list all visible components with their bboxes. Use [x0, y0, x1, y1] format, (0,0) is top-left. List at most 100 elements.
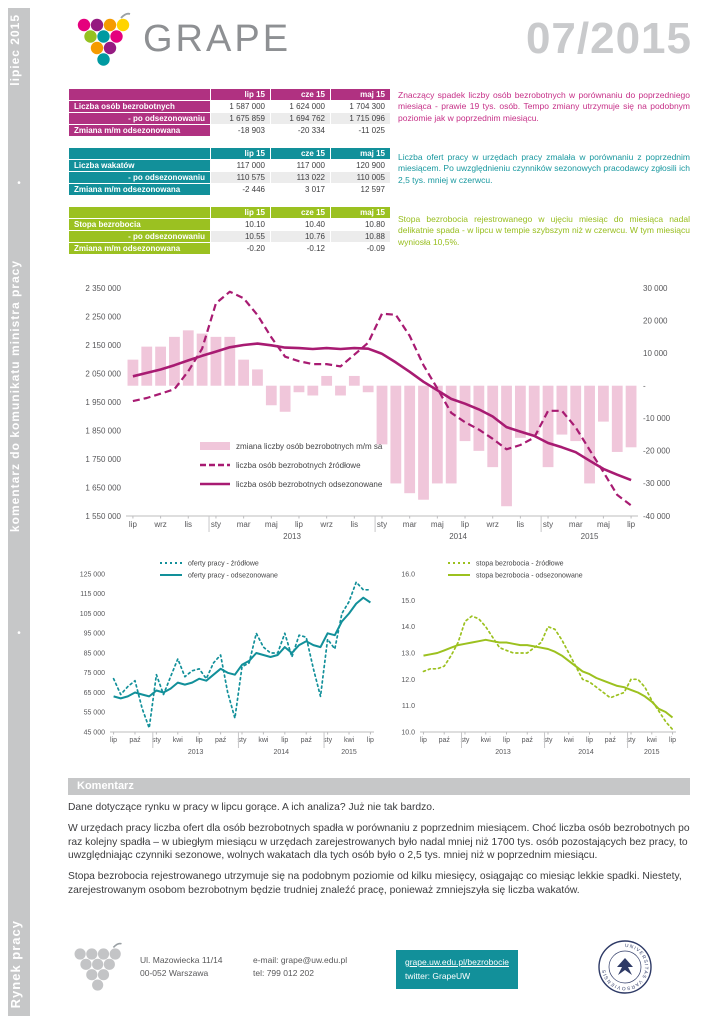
row-label: Stopa bezrobocia — [68, 218, 211, 231]
series-line — [113, 596, 371, 700]
x-axis-label: sty — [544, 737, 553, 744]
y-axis-label-right: 30 000 — [643, 284, 668, 293]
value-cell: 1 587 000 — [210, 100, 271, 113]
bar — [321, 375, 333, 386]
unemployment-main-chart: 2 350 000 2 250 000 2 150 000 2 050 000 1 95… — [85, 284, 670, 541]
y-axis-label: 55 000 — [84, 710, 106, 717]
value-cell: 10.10 — [210, 218, 271, 231]
legend-label: liczba osób bezrobotnych odsezonowane — [236, 480, 383, 489]
x-axis-label: paź — [301, 737, 313, 744]
grape-berry — [103, 958, 115, 970]
bar — [584, 385, 595, 484]
column-header: cze 15 — [270, 206, 331, 219]
y-axis-label-right: - — [643, 382, 646, 391]
row-label: Zmiana m/m odsezonowana — [68, 183, 211, 196]
grape-berry — [86, 969, 98, 981]
grape-berry — [77, 18, 91, 32]
value-cell: 10.88 — [330, 230, 391, 243]
value-cell: -0.20 — [210, 242, 271, 255]
grape-berry — [97, 30, 110, 43]
value-cell: 117 000 — [270, 159, 331, 172]
phone-text: tel: 799 012 202 — [253, 968, 314, 979]
bar — [224, 336, 236, 386]
column-header: lip 15 — [210, 88, 271, 101]
grape-logo-gray-icon — [74, 942, 122, 991]
x-axis-label: maj — [597, 520, 610, 529]
x-axis-label: kwi — [481, 737, 492, 744]
uw-seal-icon: UNIVERSITAS VARSOVIENSIS — [598, 940, 652, 994]
series-line — [422, 615, 674, 731]
komentarz-paragraph: Dane dotyczące rynku w pracy w lipcu gor… — [68, 802, 435, 813]
value-cell: 1 715 096 — [330, 112, 391, 125]
x-axis-label: maj — [265, 520, 278, 529]
sidebar-date: lipiec 2015 — [8, 14, 22, 86]
bar — [459, 385, 471, 442]
legend-label: stopa bezrobocia - odsezonowane — [476, 573, 583, 580]
komentarz-paragraph: Stopa bezrobocia rejestrowanego utrzymuj… — [68, 871, 682, 896]
year-label: 2014 — [273, 749, 289, 756]
x-axis-label: paź — [605, 737, 617, 744]
y-axis-label: 45 000 — [84, 729, 106, 736]
y-axis-label-right: 10 000 — [643, 349, 668, 358]
value-cell: -0.12 — [270, 242, 331, 255]
komentarz-title: Komentarz — [77, 780, 134, 792]
y-axis-label: 1 550 000 — [85, 512, 121, 521]
x-axis-label: sty — [211, 520, 221, 529]
grape-berry — [92, 979, 104, 991]
bar — [556, 385, 568, 435]
column-header: maj 15 — [330, 88, 391, 101]
grape-berry — [110, 30, 123, 43]
x-axis-label: lip — [129, 520, 138, 529]
website-link[interactable]: grape.uw.edu.pl/bezrobocie — [405, 957, 509, 967]
value-cell: -11 025 — [330, 124, 391, 137]
value-cell: 10.40 — [270, 218, 331, 231]
x-axis-label: paź — [522, 737, 534, 744]
bar — [307, 385, 319, 396]
x-axis-label: lip — [461, 520, 470, 529]
grape-berry — [90, 41, 104, 55]
y-axis-label: 1 850 000 — [85, 426, 121, 435]
bar — [169, 336, 180, 386]
y-axis-label: 85 000 — [84, 650, 106, 657]
year-label: 2015 — [341, 749, 357, 756]
x-axis-label: kwi — [344, 737, 355, 744]
grape-logo-icon — [77, 12, 131, 66]
x-axis-label: lip — [627, 520, 636, 529]
bar — [418, 385, 429, 500]
value-cell: 1 624 000 — [270, 100, 331, 113]
y-axis-label: 2 250 000 — [85, 312, 121, 321]
y-axis-label: 2 350 000 — [85, 284, 121, 293]
y-axis-label: 11.0 — [402, 703, 415, 710]
bar — [501, 385, 512, 507]
column-header: cze 15 — [270, 147, 331, 160]
bar — [141, 346, 153, 386]
table-corner — [68, 147, 211, 160]
x-axis-label: maj — [431, 520, 444, 529]
value-cell: 113 022 — [270, 171, 331, 184]
grape-berry — [97, 969, 110, 981]
value-cell: 110 005 — [330, 171, 391, 184]
year-label: 2013 — [188, 749, 204, 756]
grape-berry — [86, 948, 98, 960]
grape-berry — [97, 948, 110, 960]
value-cell: 1 675 859 — [210, 112, 271, 125]
value-cell: -0.09 — [330, 242, 391, 255]
issue-number: 07/2015 — [525, 14, 692, 63]
y-axis-label-right: 20 000 — [643, 316, 668, 325]
value-cell: 110 575 — [210, 171, 271, 184]
y-axis-label: 75 000 — [84, 670, 106, 677]
twitter-handle: twitter: GrapeUW — [405, 971, 471, 982]
row-label: - po odsezonowaniu — [68, 112, 211, 125]
sidebar-separator: • — [17, 628, 21, 639]
x-axis-label: wrz — [485, 520, 498, 529]
bar — [431, 385, 443, 484]
bar — [487, 385, 499, 468]
value-cell: 12 597 — [330, 183, 391, 196]
sidebar: lipiec 2015 • komentarz do komunikatu mi… — [8, 8, 30, 1016]
x-axis-label: sty — [238, 737, 247, 744]
x-axis-label: sty — [323, 737, 332, 744]
sidebar-subtitle: komentarz do komunikatu ministra pracy — [8, 260, 22, 533]
x-axis-label: lip — [295, 520, 304, 529]
bar — [348, 375, 360, 386]
bar — [293, 385, 305, 393]
